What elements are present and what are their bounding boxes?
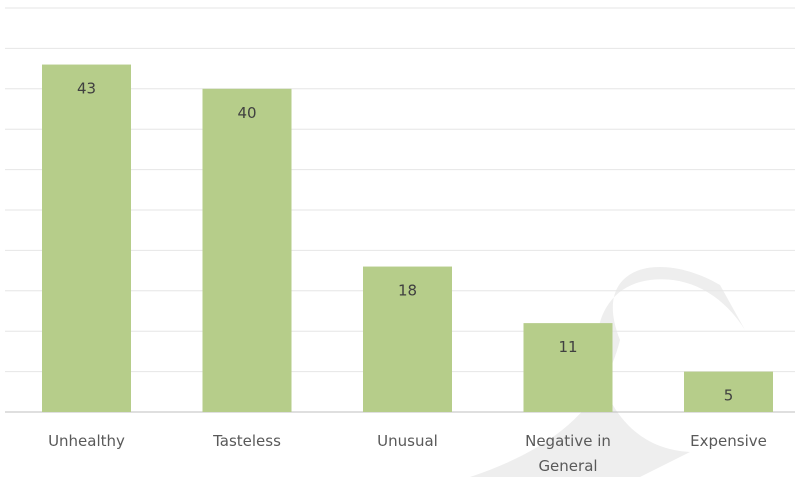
data-labels: 43 40 18 11 5 <box>77 80 733 405</box>
data-label: 5 <box>724 387 734 405</box>
bar-expensive <box>684 371 773 412</box>
x-tick-label: Unusual <box>377 432 438 450</box>
gridlines <box>5 7 795 373</box>
data-label: 40 <box>237 104 256 122</box>
data-label: 11 <box>558 338 577 356</box>
bar-tasteless <box>202 88 292 413</box>
bar-unusual <box>363 266 452 412</box>
x-tick-label: Unhealthy <box>48 432 125 450</box>
x-tick-label: Tasteless <box>212 432 281 450</box>
x-tick-label: Negative in General <box>525 432 611 475</box>
bar-unhealthy <box>42 64 131 412</box>
data-label: 43 <box>77 80 96 98</box>
x-tick-labels: Unhealthy Tasteless Unusual Negative in Gene… <box>48 432 767 475</box>
x-tick-label: Expensive <box>690 432 767 450</box>
bars <box>42 64 773 413</box>
data-label: 18 <box>398 282 417 300</box>
bar-negative-in-general <box>523 323 613 412</box>
